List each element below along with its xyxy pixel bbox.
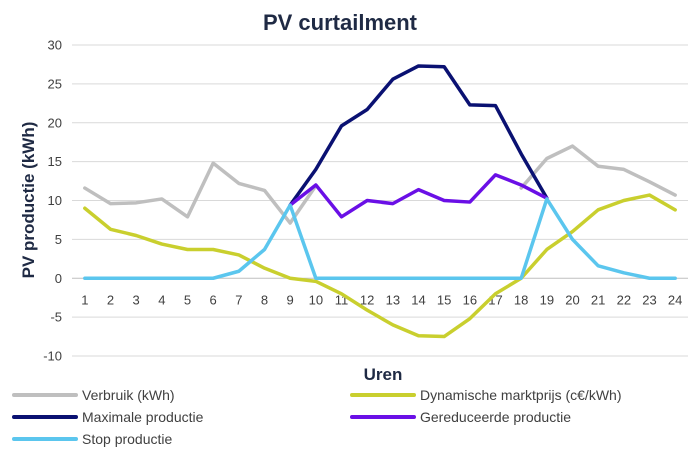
x-tick-label: 13	[386, 292, 400, 307]
y-tick-label: -5	[50, 310, 62, 325]
y-tick-label: 5	[55, 232, 62, 247]
x-tick-label: 21	[591, 292, 605, 307]
y-tick-label: 30	[48, 38, 62, 53]
series-lines	[83, 64, 677, 339]
y-tick-label: 0	[55, 271, 62, 286]
legend-item: Stop productie	[12, 431, 172, 447]
x-tick-label: 23	[642, 292, 656, 307]
x-tick-label: 18	[514, 292, 528, 307]
x-tick-label: 5	[184, 292, 191, 307]
series-line	[83, 197, 677, 280]
x-tick-label: 1	[81, 292, 88, 307]
legend-label: Gereduceerde productie	[420, 409, 571, 425]
y-axis-label: PV productie (kWh)	[19, 122, 38, 279]
series-2	[288, 64, 549, 207]
x-tick-label: 12	[360, 292, 374, 307]
x-tick-label: 8	[261, 292, 268, 307]
series-3	[288, 173, 549, 219]
legend-label: Dynamische marktprijs (c€/kWh)	[420, 387, 621, 403]
legend-item: Maximale productie	[12, 409, 204, 425]
x-tick-label: 20	[565, 292, 579, 307]
x-tick-label: 15	[437, 292, 451, 307]
x-tick-label: 4	[158, 292, 165, 307]
legend-label: Stop productie	[82, 431, 172, 447]
legend-label: Verbruik (kWh)	[82, 387, 175, 403]
x-axis-ticks: 1 2 3 4 5 6 7 8 9 10 11 12 13 14 15 16 17 18 19 20 21 22 23 24	[81, 292, 682, 307]
x-tick-label: 22	[617, 292, 631, 307]
series-line	[83, 144, 677, 225]
series-1	[83, 193, 677, 339]
chart-title: PV curtailment	[263, 10, 418, 35]
x-axis-label: Uren	[364, 365, 403, 384]
legend-item: Verbruik (kWh)	[12, 387, 175, 403]
x-tick-label: 24	[668, 292, 682, 307]
y-tick-label: 25	[48, 76, 62, 91]
x-tick-label: 14	[411, 292, 425, 307]
x-tick-label: 7	[235, 292, 242, 307]
y-tick-label: 10	[48, 193, 62, 208]
x-tick-label: 19	[540, 292, 554, 307]
x-tick-label: 16	[463, 292, 477, 307]
x-tick-label: 6	[210, 292, 217, 307]
y-tick-label: 20	[48, 115, 62, 130]
series-line	[288, 64, 549, 207]
legend-item: Dynamische marktprijs (c€/kWh)	[350, 387, 621, 403]
legend: Verbruik (kWh) Dynamische marktprijs (c€/…	[12, 387, 621, 447]
y-axis-ticks: -10 -5 0 5 10 15 20 25 30	[43, 38, 62, 364]
series-line	[83, 193, 677, 339]
series-line	[288, 173, 549, 219]
x-tick-label: 9	[287, 292, 294, 307]
x-tick-label: 10	[309, 292, 323, 307]
legend-item: Gereduceerde productie	[350, 409, 571, 425]
y-tick-label: 15	[48, 154, 62, 169]
legend-label: Maximale productie	[82, 409, 204, 425]
y-tick-label: -10	[43, 349, 62, 364]
x-tick-label: 3	[133, 292, 140, 307]
series-0	[83, 144, 677, 225]
x-tick-label: 2	[107, 292, 114, 307]
series-4	[83, 197, 677, 280]
